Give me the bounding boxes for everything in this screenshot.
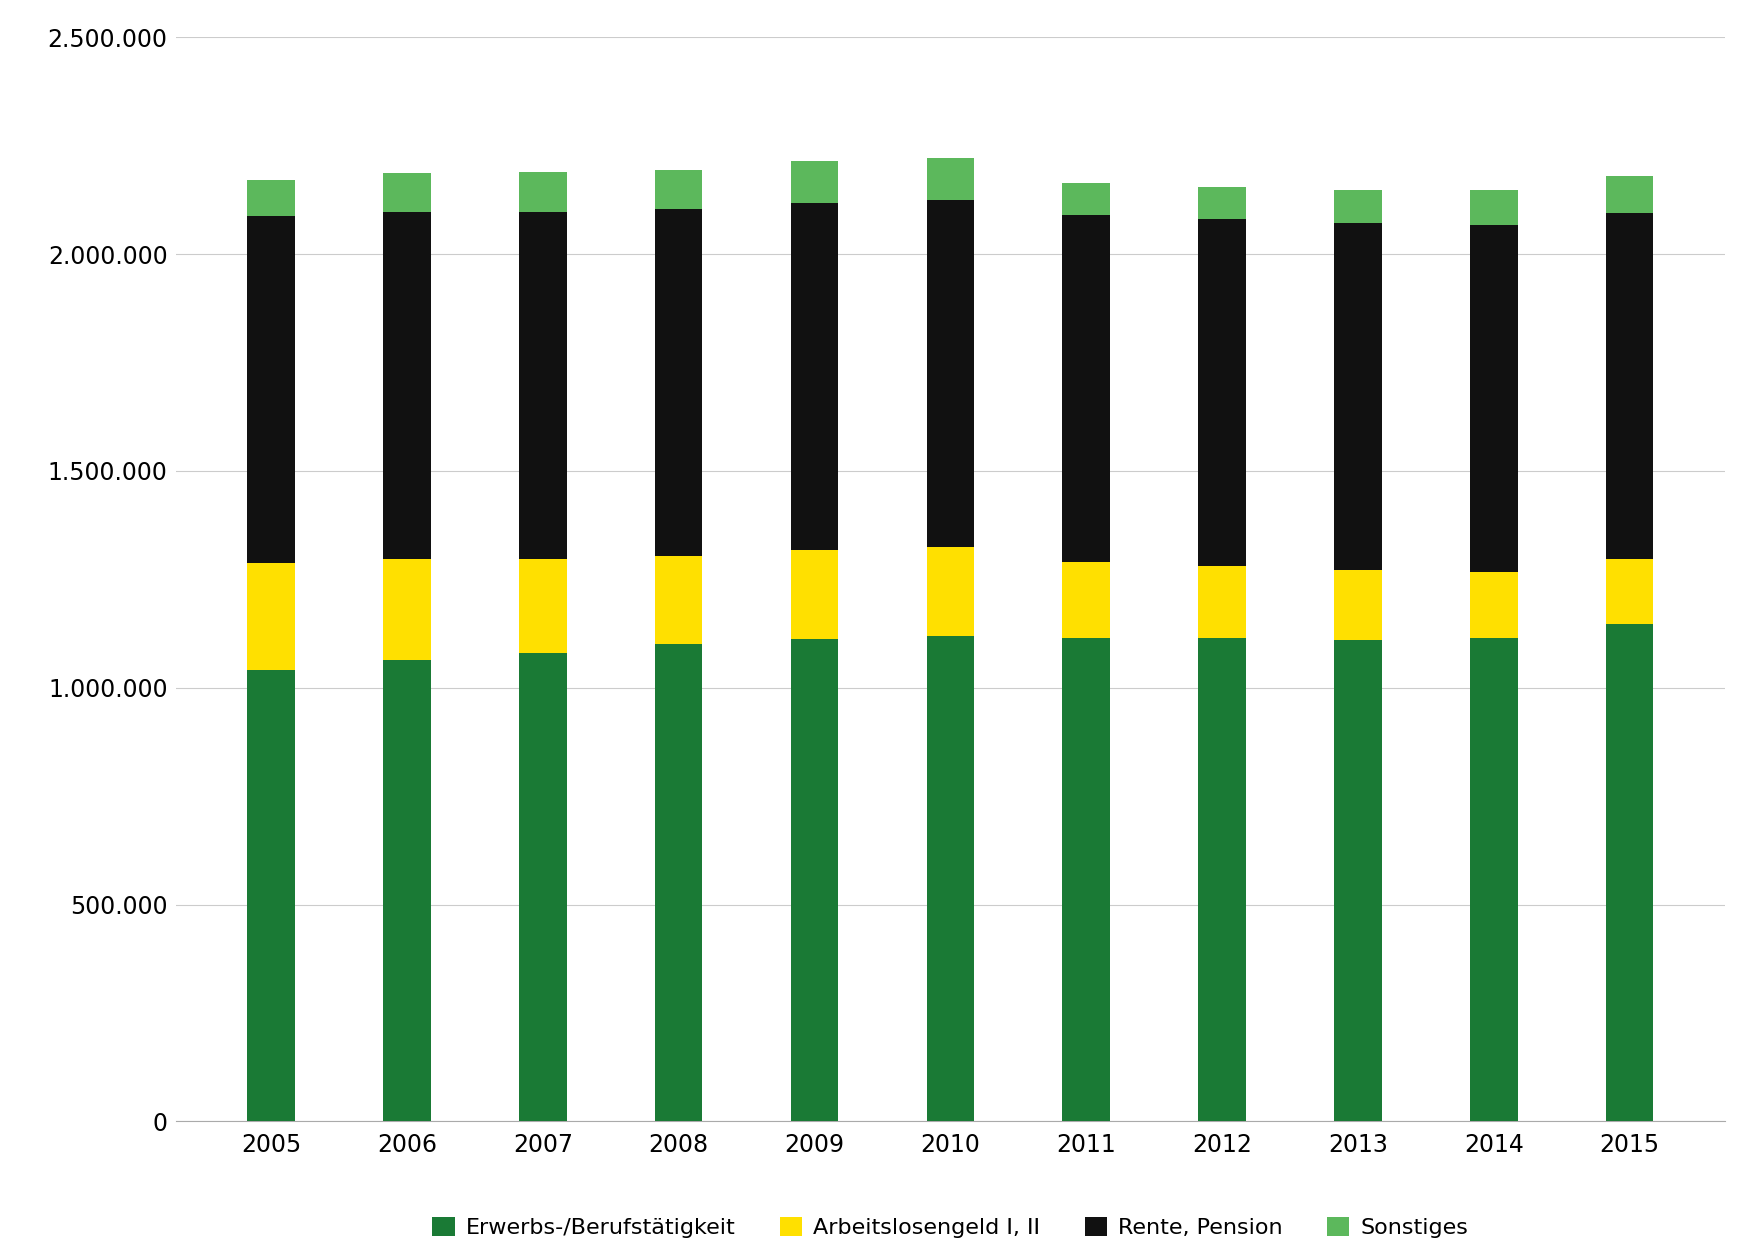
- Bar: [926, 158, 975, 201]
- Bar: [1063, 216, 1111, 562]
- Bar: [384, 212, 431, 559]
- Bar: [384, 559, 431, 659]
- Legend: Erwerbs-/Berufstätigkeit, Arbeitslosengeld I, II, Rente, Pension, Sonstiges: Erwerbs-/Berufstätigkeit, Arbeitslosenge…: [424, 1209, 1477, 1246]
- Bar: [790, 639, 838, 1121]
- Bar: [1334, 223, 1382, 569]
- Bar: [1199, 219, 1246, 567]
- Bar: [248, 670, 296, 1121]
- Bar: [1199, 638, 1246, 1121]
- Bar: [1199, 187, 1246, 219]
- Bar: [519, 172, 567, 212]
- Bar: [1063, 562, 1111, 638]
- Bar: [1470, 638, 1517, 1121]
- Bar: [790, 551, 838, 639]
- Bar: [1605, 213, 1653, 559]
- Bar: [248, 563, 296, 670]
- Bar: [655, 644, 702, 1121]
- Bar: [248, 216, 296, 563]
- Bar: [519, 212, 567, 558]
- Bar: [1470, 572, 1517, 638]
- Bar: [1470, 226, 1517, 572]
- Bar: [1605, 623, 1653, 1121]
- Bar: [519, 558, 567, 653]
- Bar: [1199, 567, 1246, 638]
- Bar: [1334, 569, 1382, 640]
- Bar: [1605, 559, 1653, 623]
- Bar: [655, 556, 702, 644]
- Bar: [1063, 183, 1111, 216]
- Bar: [248, 181, 296, 216]
- Bar: [655, 208, 702, 556]
- Bar: [384, 659, 431, 1121]
- Bar: [790, 161, 838, 203]
- Bar: [790, 203, 838, 551]
- Bar: [1470, 191, 1517, 226]
- Bar: [926, 635, 975, 1121]
- Bar: [1605, 176, 1653, 213]
- Bar: [1334, 640, 1382, 1121]
- Bar: [1334, 191, 1382, 223]
- Bar: [519, 653, 567, 1121]
- Bar: [926, 201, 975, 547]
- Bar: [384, 173, 431, 212]
- Bar: [926, 547, 975, 635]
- Bar: [1063, 638, 1111, 1121]
- Bar: [655, 169, 702, 208]
